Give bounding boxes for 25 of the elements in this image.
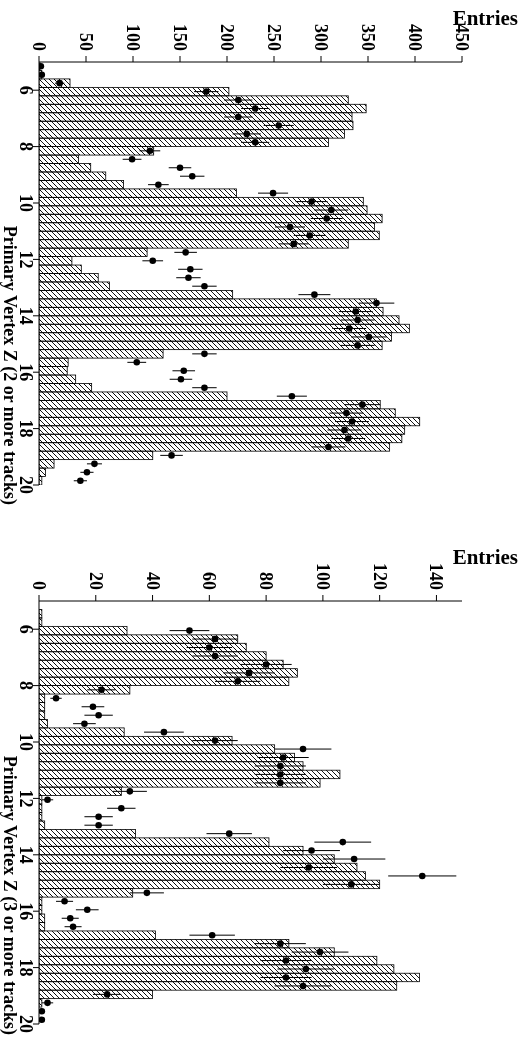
y-tick-label: 6 [16, 85, 36, 95]
x-tick-label: 120 [369, 563, 390, 590]
x-tick-label: 0 [29, 581, 49, 590]
y-tick-label: 8 [16, 681, 36, 691]
x-axis-title: Entries [452, 545, 518, 569]
y-tick-label: 8 [16, 142, 36, 152]
x-tick-label: 100 [123, 24, 143, 51]
x-tick-label: 450 [452, 24, 472, 51]
x-tick-label: 150 [170, 24, 190, 51]
y-tick-label: 10 [16, 194, 36, 212]
x-tick-label: 400 [405, 24, 425, 51]
x-tick-label: 80 [256, 572, 277, 590]
y-tick-label: 10 [16, 733, 36, 751]
x-tick-label: 350 [358, 24, 378, 51]
x-tick-label: 300 [311, 24, 331, 51]
x-tick-label: 100 [312, 563, 333, 590]
x-tick-label: 250 [264, 24, 284, 51]
x-tick-label: 140 [426, 563, 447, 590]
x-tick-label: 200 [217, 24, 237, 51]
x-tick-label: 40 [142, 572, 163, 590]
y-tick-label: 6 [16, 624, 36, 634]
x-tick-label: 0 [29, 42, 49, 51]
x-tick-label: 50 [76, 33, 96, 51]
x-tick-label: 60 [199, 572, 220, 590]
x-tick-label: 20 [85, 572, 106, 590]
